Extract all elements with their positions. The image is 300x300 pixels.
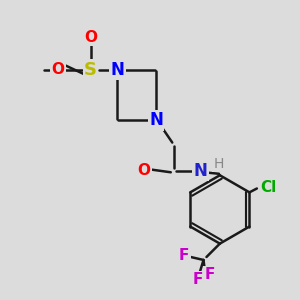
Text: N: N [194, 162, 208, 180]
Text: F: F [193, 272, 203, 287]
Text: H: H [213, 157, 224, 171]
Text: Cl: Cl [261, 179, 277, 194]
Text: O: O [138, 163, 151, 178]
Text: N: N [110, 61, 124, 79]
Text: S: S [84, 61, 97, 79]
Text: N: N [149, 111, 163, 129]
Text: F: F [179, 248, 189, 263]
Text: O: O [51, 62, 64, 77]
Text: F: F [204, 267, 214, 282]
Text: O: O [84, 30, 97, 45]
